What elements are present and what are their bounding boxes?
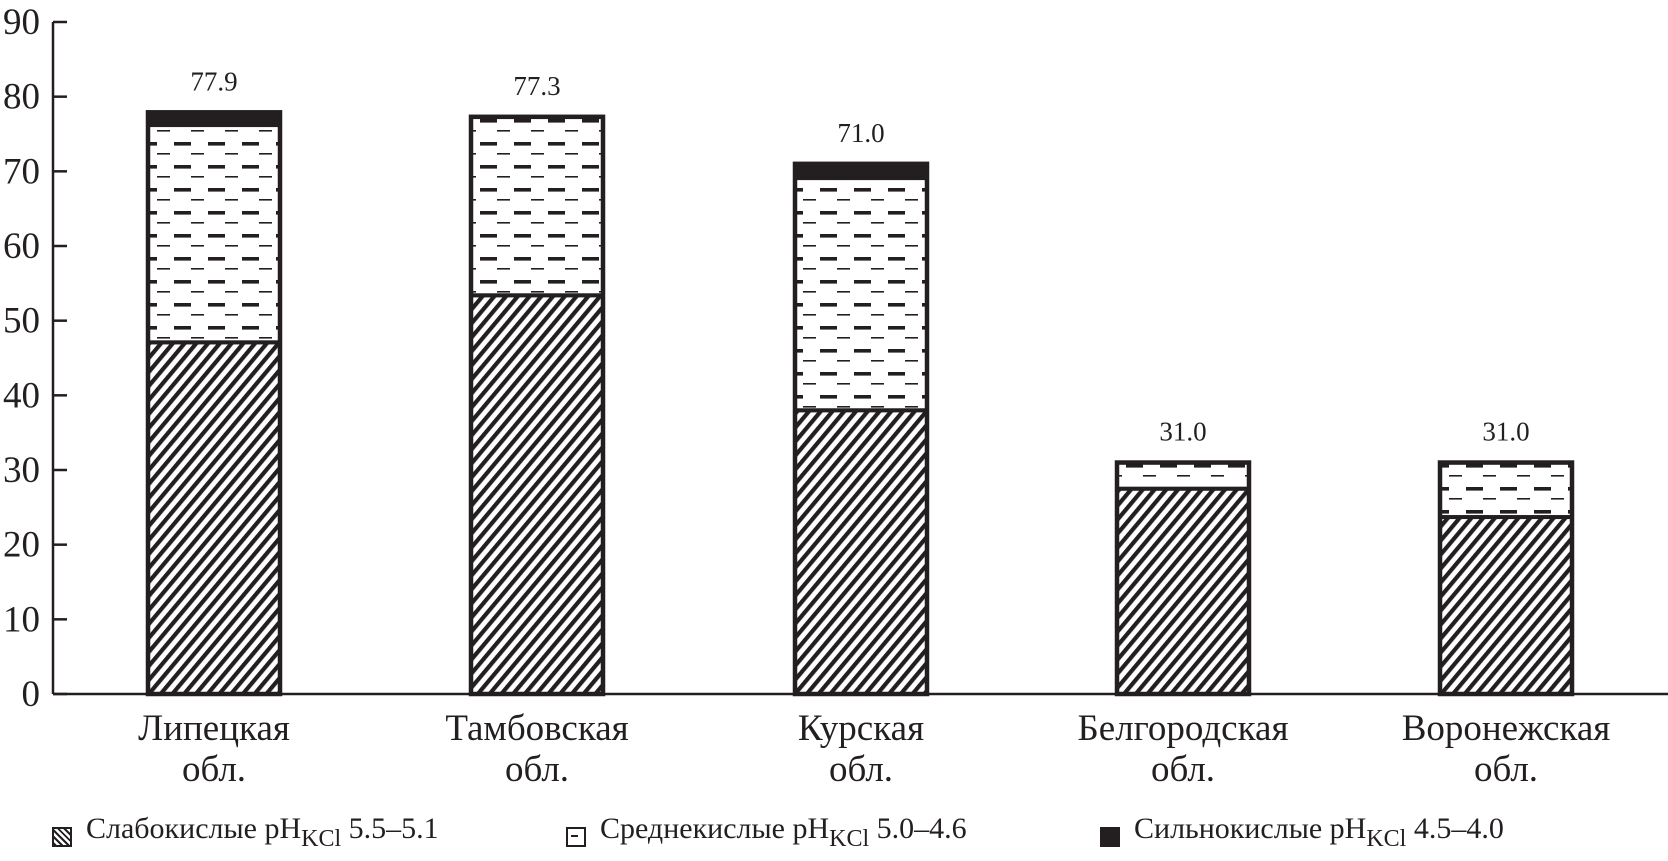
data-label: 31.0 [1482, 417, 1529, 447]
bar-outline [792, 161, 930, 697]
bar-stack [792, 161, 930, 697]
x-tick-label: Курская [798, 708, 924, 749]
x-tick-label: Белгородская [1078, 708, 1289, 749]
x-tick-label: обл. [1151, 749, 1215, 790]
y-tick-label: 20 [3, 525, 40, 566]
bar-outline [1114, 460, 1252, 697]
bar-segment-dashes [469, 114, 605, 298]
y-tick-label: 10 [3, 599, 40, 640]
legend-item-medium-acidic: Среднекислые pHKCl 5.0–4.6 [566, 812, 967, 853]
y-tick-label: 70 [3, 151, 40, 192]
bar-outline [145, 110, 283, 697]
x-tick-label: Воронежская [1402, 708, 1611, 749]
bar-segment-dashes [1115, 460, 1251, 491]
x-tick-label: обл. [829, 749, 893, 790]
legend-swatch-solid-icon [1100, 826, 1120, 847]
bar-stack [1114, 460, 1252, 697]
x-tick-label: Липецкая [138, 708, 290, 749]
legend-label: Сильнокислые pHKCl 4.5–4.0 [1134, 812, 1504, 852]
legend: Слабокислые pHKCl 5.5–5.1 Среднекислые p… [0, 812, 1668, 861]
axes: 0 10 20 30 40 50 60 70 80 90 [3, 2, 1668, 715]
legend-item-strongly-acidic: Сильнокислые pHKCl 4.5–4.0 [1100, 812, 1504, 853]
data-label: 71.0 [837, 118, 884, 148]
legend-label: Слабокислые pHKCl 5.5–5.1 [86, 812, 439, 852]
bar-segment-diagonal-hatch [146, 340, 282, 696]
legend-swatch-hatch-icon [52, 826, 72, 847]
y-tick-label: 50 [3, 301, 40, 342]
y-tick-label: 90 [3, 2, 40, 43]
data-label: 77.3 [513, 71, 560, 101]
bar-segment-dashes [146, 123, 282, 345]
y-tick-label: 40 [3, 375, 40, 416]
bar-segment-dashes [793, 176, 929, 413]
y-tick-label: 0 [22, 674, 41, 715]
labels: 77.9Липецкаяобл.77.3Тамбовскаяобл.71.0Ку… [138, 66, 1610, 790]
data-label: 77.9 [190, 66, 237, 96]
x-tick-label: обл. [1474, 749, 1538, 790]
x-tick-label: обл. [182, 749, 246, 790]
data-label: 31.0 [1159, 417, 1206, 447]
legend-swatch-dash-icon [566, 826, 586, 847]
legend-item-slightly-acidic: Слабокислые pHKCl 5.5–5.1 [52, 812, 439, 853]
bar-segment-diagonal-hatch [1115, 486, 1251, 696]
x-tick-label: Тамбовская [445, 708, 628, 749]
bar-outline [1437, 460, 1575, 697]
bar-segment-dashes [1438, 460, 1574, 520]
y-tick-label: 30 [3, 450, 40, 491]
y-tick-label: 60 [3, 226, 40, 267]
legend-label: Среднекислые pHKCl 5.0–4.6 [600, 812, 967, 852]
bar-segment-diagonal-hatch [793, 408, 929, 696]
bar-stack [468, 114, 606, 697]
bar-segment-diagonal-hatch [469, 293, 605, 696]
y-tick-label: 80 [3, 77, 40, 118]
bar-stack [1437, 460, 1575, 697]
x-tick-label: обл. [505, 749, 569, 790]
bar-stack [145, 110, 283, 697]
bar-segment-diagonal-hatch [1438, 515, 1574, 696]
bars [145, 110, 1575, 697]
bar-outline [468, 114, 606, 697]
